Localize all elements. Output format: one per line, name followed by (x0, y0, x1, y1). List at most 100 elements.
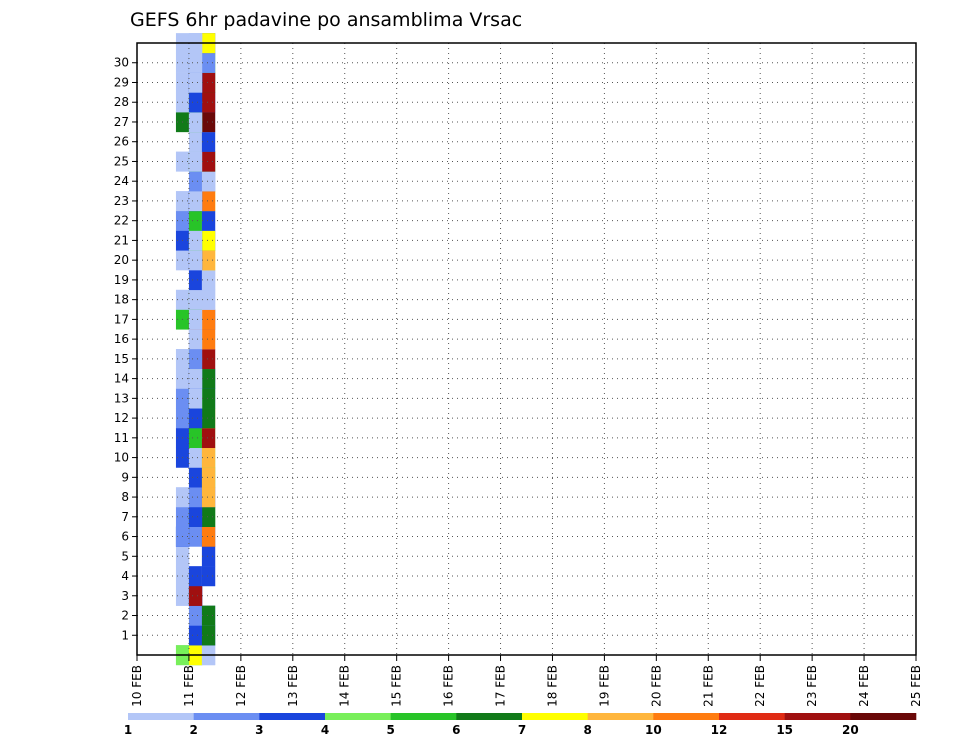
heatmap-cell (188, 171, 203, 192)
heatmap-cell (201, 52, 216, 73)
colorbar-label: 7 (518, 723, 526, 737)
colorbar-swatch (653, 713, 720, 720)
heatmap-cell (201, 408, 216, 429)
y-tick-label: 14 (114, 372, 129, 386)
y-axis-ticks: 1234567891011121314151617181920212223242… (114, 56, 137, 642)
heatmap-cell (201, 329, 216, 350)
heatmap-cell (201, 368, 216, 389)
colorbar-swatch (719, 713, 785, 720)
heatmap-cells (175, 33, 216, 666)
heatmap-cell (201, 566, 216, 587)
y-tick-label: 28 (114, 95, 129, 109)
heatmap-cell (188, 210, 203, 231)
heatmap-cell (188, 526, 203, 547)
colorbar-swatch (850, 713, 917, 720)
x-tick-label: 17 FEB (494, 665, 508, 707)
colorbar-label: 8 (583, 723, 591, 737)
heatmap-cell (188, 625, 203, 646)
x-tick-label: 13 FEB (286, 665, 300, 707)
heatmap-cell (188, 605, 203, 626)
y-tick-label: 11 (114, 431, 129, 445)
x-tick-label: 12 FEB (234, 665, 248, 707)
heatmap-cell (188, 329, 203, 350)
colorbar-swatch (128, 713, 194, 720)
colorbar-swatch (259, 713, 326, 720)
y-tick-label: 27 (114, 115, 129, 129)
heatmap-cell (201, 506, 216, 527)
colorbar-label: 5 (386, 723, 394, 737)
x-tick-label: 11 FEB (182, 665, 196, 707)
y-tick-label: 4 (121, 569, 129, 583)
y-tick-label: 3 (121, 589, 129, 603)
heatmap-cell (201, 151, 216, 172)
heatmap-cell (188, 131, 203, 152)
heatmap-cell (201, 546, 216, 567)
x-tick-label: 24 FEB (857, 665, 871, 707)
x-axis-ticks: 10 FEB 11 FEB 12 FEB 13 FEB 14 FEB 15 FEB 16 F… (130, 655, 923, 707)
y-tick-label: 19 (114, 273, 129, 287)
heatmap-cell (188, 506, 203, 527)
y-tick-label: 10 (114, 451, 129, 465)
x-tick-label: 22 FEB (753, 665, 767, 707)
colorbar-swatch (390, 713, 457, 720)
y-tick-label: 17 (114, 312, 129, 326)
colorbar-label: 2 (189, 723, 197, 737)
colorbar-label: 12 (711, 723, 728, 737)
y-tick-label: 18 (114, 293, 129, 307)
colorbar-legend: 1 2 3 4 5 6 7 8 10 12 15 20 (124, 713, 917, 737)
colorbar-label: 3 (255, 723, 263, 737)
x-tick-label: 18 FEB (545, 665, 559, 707)
heatmap-cell (201, 447, 216, 468)
heatmap-cell (201, 210, 216, 231)
y-tick-label: 30 (114, 56, 129, 70)
heatmap-cell (188, 112, 203, 133)
colorbar-label: 4 (321, 723, 329, 737)
colorbar-swatch (193, 713, 260, 720)
heatmap-cell (201, 467, 216, 488)
x-tick-label: 10 FEB (130, 665, 144, 707)
heatmap-cell (188, 368, 203, 389)
heatmap-cell (201, 131, 216, 152)
y-tick-label: 15 (114, 352, 129, 366)
x-tick-label: 23 FEB (805, 665, 819, 707)
y-tick-label: 6 (121, 530, 129, 544)
colorbar-label: 1 (124, 723, 132, 737)
plot-frame (136, 42, 917, 656)
x-tick-label: 21 FEB (701, 665, 715, 707)
heatmap-cell (188, 270, 203, 291)
colorbar-label: 20 (842, 723, 859, 737)
heatmap-cell (188, 230, 203, 251)
colorbar-swatch (325, 713, 391, 720)
heatmap-cell (188, 191, 203, 212)
x-tick-label: 20 FEB (649, 665, 663, 707)
y-tick-label: 5 (121, 549, 129, 563)
colorbar-label: 10 (645, 723, 662, 737)
heatmap-cell (201, 191, 216, 212)
x-tick-label: 14 FEB (338, 665, 352, 707)
heatmap-cell (188, 250, 203, 271)
y-tick-label: 12 (114, 411, 129, 425)
y-tick-label: 22 (114, 214, 129, 228)
colorbar-label: 15 (776, 723, 793, 737)
colorbar-swatch (587, 713, 654, 720)
y-tick-label: 1 (121, 628, 129, 642)
heatmap-cell (201, 427, 216, 449)
colorbar-swatch (456, 713, 523, 720)
heatmap-cell (188, 289, 203, 310)
colorbar-swatch (522, 713, 588, 720)
heatmap-cell (188, 585, 203, 606)
y-tick-label: 29 (114, 75, 129, 89)
heatmap-cell (188, 427, 203, 449)
heatmap-cell (201, 349, 216, 370)
y-tick-label: 26 (114, 135, 129, 149)
y-tick-label: 25 (114, 154, 129, 168)
heatmap-cell (201, 605, 216, 626)
y-tick-label: 16 (114, 332, 129, 346)
x-tick-label: 16 FEB (442, 665, 456, 707)
heatmap-cell (201, 171, 216, 192)
plot-grid (137, 43, 916, 655)
heatmap-cell (188, 52, 203, 73)
y-tick-label: 21 (114, 233, 129, 247)
heatmap-cell (201, 309, 216, 330)
heatmap-cell (201, 72, 216, 93)
